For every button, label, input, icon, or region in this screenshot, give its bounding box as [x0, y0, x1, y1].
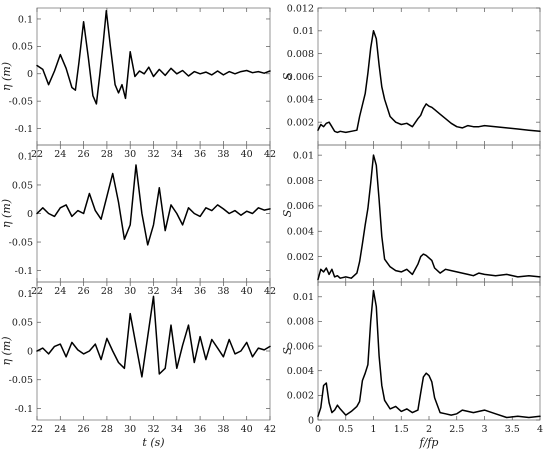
x-tick-label: 26 — [78, 424, 90, 435]
y-tick-label: 0.008 — [287, 176, 314, 187]
panel-eta-2: 0.10.050-0.05-0.122 24 26 28 30 32 34 36 38 40 42η… — [0, 144, 276, 297]
x-tick-label: 3 — [481, 424, 487, 435]
x-tick-label: 22 — [31, 424, 43, 435]
x-tick-label: 26 — [78, 286, 90, 297]
x-tick-label: 26 — [78, 149, 90, 160]
x-tick-label: 4 — [537, 424, 543, 435]
y-tick-label: 0.01 — [293, 26, 314, 37]
x-tick-label: 2.5 — [449, 424, 464, 435]
y-tick-label: 0.002 — [287, 117, 314, 128]
y-tick-label: 0.012 — [287, 3, 314, 14]
series-line — [317, 30, 541, 134]
panel-spec-2: 0.01 0.008 0.006 0.004 0.002 S — [281, 144, 541, 283]
y-tick-label: 0.1 — [18, 289, 33, 300]
plot-frame — [317, 281, 541, 421]
y-tick-label: -0.05 — [9, 375, 33, 386]
y-tick-label: -0.1 — [15, 404, 33, 415]
x-tick-label: 30 — [124, 286, 136, 297]
y-tick-label: 0 — [27, 346, 33, 357]
x-tick-label: 42 — [264, 424, 276, 435]
x-tick-label: 34 — [171, 286, 183, 297]
y-tick-label: -0.1 — [15, 124, 33, 135]
x-tick-label: 30 — [124, 149, 136, 160]
x-tick-label: 24 — [54, 424, 66, 435]
x-tick-label: 32 — [147, 149, 159, 160]
x-tick-label: 0 — [315, 424, 321, 435]
x-tick-label: 38 — [217, 149, 229, 160]
x-tick-label: 40 — [241, 286, 253, 297]
x-tick-label: 40 — [241, 424, 253, 435]
y-tick-label: -0.1 — [15, 266, 33, 277]
y-tick-label: 0.008 — [287, 49, 314, 60]
series-line — [36, 164, 271, 246]
x-tick-label: 24 — [54, 149, 66, 160]
series-line — [317, 289, 541, 419]
y-tick-label: -0.05 — [9, 96, 33, 107]
x-tick-label: 32 — [147, 286, 159, 297]
y-axis-label: η (m) — [0, 336, 13, 365]
x-tick-label: 1.5 — [394, 424, 409, 435]
y-tick-label: 0 — [308, 415, 314, 426]
y-tick-label: 0.006 — [287, 341, 314, 352]
plot-frame — [317, 7, 541, 146]
x-tick-label: 1 — [370, 424, 376, 435]
x-tick-label: 34 — [171, 149, 183, 160]
panel-eta-3: 0.1 0.05 0 -0.05 -0.1 22 24 26 28 30 32 34 36 38 40 42 η… — [0, 281, 276, 449]
series-line — [36, 9, 271, 105]
y-tick-label: 0.05 — [12, 42, 33, 53]
x-tick-label: 30 — [124, 424, 136, 435]
x-tick-label: 40 — [241, 149, 253, 160]
x-tick-label: 0.5 — [338, 424, 353, 435]
x-tick-label: 28 — [101, 286, 113, 297]
x-axis-label: f/fp — [419, 436, 439, 449]
y-tick-label: 0.1 — [18, 152, 33, 163]
y-tick-label: 0 — [27, 69, 33, 80]
series-line — [317, 154, 541, 281]
y-tick-label: 0.002 — [287, 391, 314, 402]
x-tick-label: 38 — [217, 286, 229, 297]
panel-eta-1: 0.10.050-0.05-0.122 24 26 28 30 32 34 36 38 40 42η… — [0, 7, 276, 160]
x-tick-label: 36 — [194, 149, 206, 160]
y-tick-label: 0.004 — [287, 366, 314, 377]
y-axis-label: S — [281, 347, 294, 355]
y-axis-label: S — [281, 72, 294, 80]
x-tick-label: 36 — [194, 424, 206, 435]
y-tick-label: 0.008 — [287, 317, 314, 328]
y-axis-label: η (m) — [0, 199, 13, 228]
y-tick-label: 0.004 — [287, 227, 314, 238]
y-tick-label: 0.006 — [287, 72, 314, 83]
x-tick-label: 28 — [101, 149, 113, 160]
y-tick-label: 0.004 — [287, 95, 314, 106]
y-tick-label: 0 — [27, 209, 33, 220]
y-tick-label: 0.05 — [12, 318, 33, 329]
y-tick-label: 0.01 — [293, 292, 314, 303]
x-tick-label: 32 — [147, 424, 159, 435]
y-tick-label: -0.05 — [9, 237, 33, 248]
x-tick-label: 2 — [426, 424, 432, 435]
x-tick-label: 28 — [101, 424, 113, 435]
x-axis-label: t (s) — [142, 436, 164, 449]
y-tick-label: 0.01 — [293, 150, 314, 161]
x-tick-label: 24 — [54, 286, 66, 297]
plot-frame — [317, 144, 541, 283]
x-tick-label: 34 — [171, 424, 183, 435]
y-tick-label: 0.006 — [287, 201, 314, 212]
x-tick-label: 36 — [194, 286, 206, 297]
x-tick-label: 38 — [217, 424, 229, 435]
panel-spec-3: 0.01 0.008 0.006 0.004 0.002 00 0.5 1 1.5 2 2.5 3 3.… — [281, 281, 543, 449]
y-tick-label: 0.1 — [18, 14, 33, 25]
x-tick-label: 3.5 — [505, 424, 520, 435]
y-tick-label: 0.002 — [287, 252, 314, 263]
plot-frame — [36, 144, 271, 283]
y-tick-label: 0.05 — [12, 180, 33, 191]
y-axis-label: S — [281, 209, 294, 217]
series-line — [36, 295, 271, 378]
panel-spec-1: 0.012 0.01 0.008 0.006 0.004 0.002 S — [281, 3, 541, 146]
y-axis-label: η (m) — [0, 62, 13, 91]
